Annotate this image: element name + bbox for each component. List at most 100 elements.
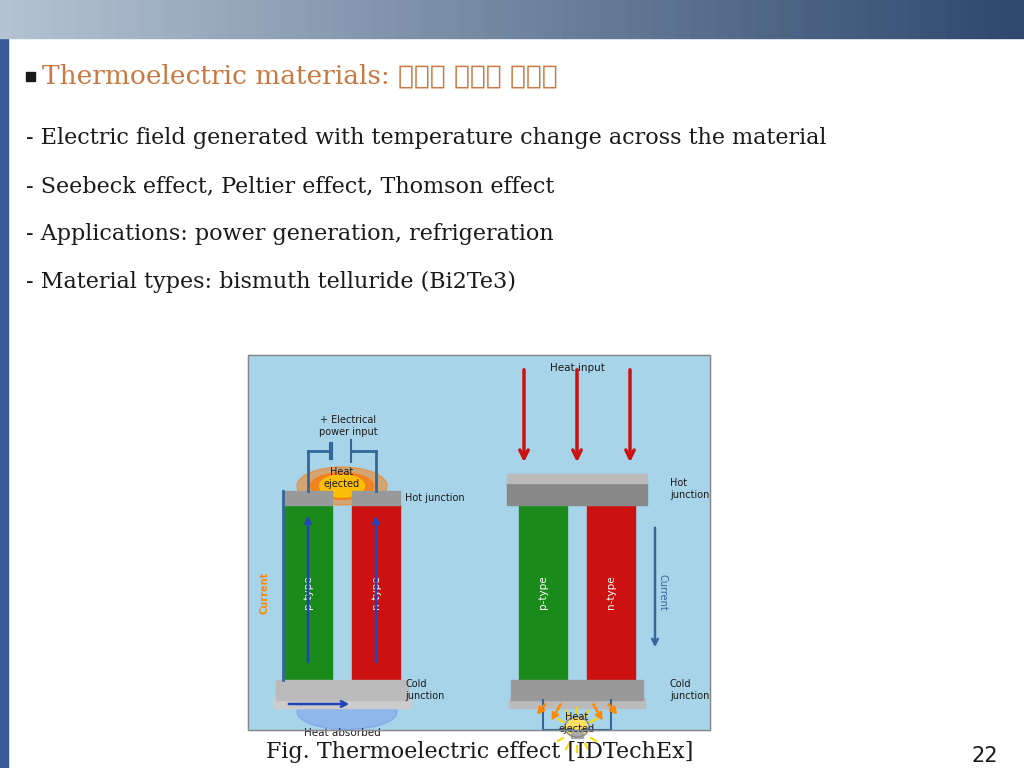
Text: Cold
junction: Cold junction (406, 679, 444, 700)
Bar (961, 0, 973, 38)
Ellipse shape (297, 467, 387, 505)
Bar (205, 0, 217, 38)
Bar (717, 0, 729, 38)
Bar (486, 0, 500, 38)
Text: - Material types: bismuth telluride (Bi2Te3): - Material types: bismuth telluride (Bi2… (26, 271, 516, 293)
Bar (627, 0, 640, 38)
Bar (831, 0, 845, 38)
Bar (371, 0, 384, 38)
Text: n-type: n-type (606, 576, 616, 609)
Bar (691, 0, 705, 38)
Bar (193, 0, 205, 38)
Ellipse shape (565, 717, 589, 737)
Text: - Electric field generated with temperature change across the material: - Electric field generated with temperat… (26, 127, 826, 149)
Bar (742, 0, 756, 38)
Bar (358, 0, 371, 38)
Bar (384, 0, 397, 38)
Bar (248, 355, 710, 730)
Bar (352, 505, 400, 680)
Text: Fig. Thermoelectric effect [IDTechEx]: Fig. Thermoelectric effect [IDTechEx] (266, 741, 693, 763)
Bar (154, 0, 166, 38)
Bar (896, 0, 909, 38)
Text: p-type: p-type (303, 576, 313, 609)
Bar (102, 0, 115, 38)
Bar (571, 730, 583, 738)
Bar (538, 0, 551, 38)
Bar (128, 0, 141, 38)
Bar (422, 0, 435, 38)
Bar (410, 0, 422, 38)
Text: Heat
ejected: Heat ejected (324, 468, 360, 489)
Bar (819, 0, 831, 38)
Bar (141, 0, 154, 38)
Bar (780, 0, 794, 38)
Bar (947, 0, 961, 38)
Bar (705, 0, 717, 38)
Bar (244, 0, 256, 38)
Bar (268, 0, 282, 38)
Bar (284, 491, 332, 505)
Text: Heat
ejected: Heat ejected (559, 712, 595, 733)
Bar (768, 0, 780, 38)
Bar (640, 0, 653, 38)
Bar (256, 0, 268, 38)
Bar (934, 0, 947, 38)
Text: - Applications: power generation, refrigeration: - Applications: power generation, refrig… (26, 223, 554, 245)
Bar (333, 0, 346, 38)
Text: Current: Current (657, 574, 667, 611)
Bar (519, 505, 567, 680)
Bar (276, 680, 408, 700)
Ellipse shape (319, 475, 365, 497)
Bar (230, 0, 244, 38)
Bar (26, 0, 39, 38)
Bar (507, 474, 647, 483)
Bar (729, 0, 742, 38)
Bar (346, 0, 358, 38)
Bar (500, 0, 512, 38)
Text: Heat input: Heat input (550, 363, 604, 373)
Bar (461, 0, 473, 38)
Text: Heat absorbed: Heat absorbed (304, 728, 380, 738)
Bar (166, 0, 179, 38)
Bar (12, 0, 26, 38)
Ellipse shape (310, 472, 374, 499)
Bar (0, 38, 8, 768)
Bar (473, 0, 486, 38)
Bar (179, 0, 193, 38)
Bar (563, 0, 575, 38)
Text: n-type: n-type (371, 576, 381, 609)
Bar (274, 698, 410, 708)
Bar (973, 0, 985, 38)
Bar (282, 0, 295, 38)
Bar (511, 680, 643, 700)
Bar (507, 483, 647, 505)
Bar (870, 0, 883, 38)
Bar (807, 0, 819, 38)
Bar (352, 491, 400, 505)
Bar (614, 0, 627, 38)
Text: - Seebeck effect, Peltier effect, Thomson effect: - Seebeck effect, Peltier effect, Thomso… (26, 175, 554, 197)
Bar (295, 0, 307, 38)
Bar (883, 0, 896, 38)
Bar (39, 0, 51, 38)
Bar (909, 0, 922, 38)
Bar (63, 0, 77, 38)
Bar (248, 355, 710, 730)
Bar (858, 0, 870, 38)
Text: Hot
junction: Hot junction (670, 478, 710, 500)
Bar (26, 71, 35, 81)
Text: Thermoelectric materials: 전자식 무소음 냉장고: Thermoelectric materials: 전자식 무소음 냉장고 (42, 64, 558, 88)
Text: p-type: p-type (538, 576, 548, 609)
Bar (284, 505, 332, 680)
Bar (1012, 0, 1024, 38)
Bar (524, 0, 538, 38)
Bar (115, 0, 128, 38)
Bar (794, 0, 807, 38)
Bar (551, 0, 563, 38)
Bar (397, 0, 410, 38)
Bar (756, 0, 768, 38)
Bar (435, 0, 449, 38)
Bar (678, 0, 691, 38)
Bar (512, 0, 524, 38)
Bar (589, 0, 602, 38)
